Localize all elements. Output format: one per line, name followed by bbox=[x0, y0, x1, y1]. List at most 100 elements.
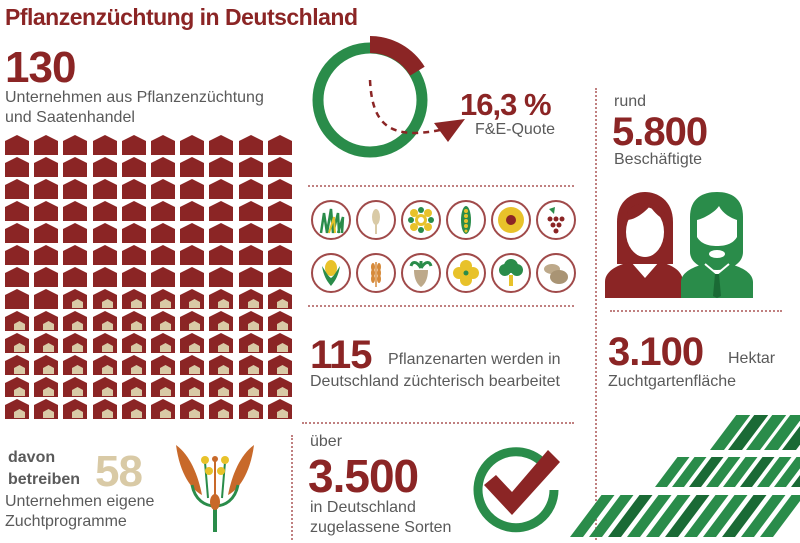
flower-icon bbox=[401, 200, 441, 240]
field-strip bbox=[746, 415, 787, 450]
company-with-program-icon bbox=[180, 289, 205, 309]
company-house-icon bbox=[63, 223, 88, 243]
company-with-program-icon bbox=[238, 311, 263, 331]
field-strip bbox=[627, 495, 672, 537]
company-house-icon bbox=[92, 267, 117, 287]
company-house-icon bbox=[267, 135, 292, 155]
company-with-program-icon bbox=[238, 333, 263, 353]
company-with-program-icon bbox=[209, 355, 234, 375]
company-with-program-icon bbox=[5, 377, 29, 397]
company-with-program-icon bbox=[63, 399, 88, 419]
area-label: Zuchtgartenfläche bbox=[608, 373, 737, 390]
company-house-icon bbox=[5, 201, 29, 221]
company-house-icon bbox=[34, 157, 59, 177]
breeding-field-icon bbox=[570, 415, 800, 537]
company-house-icon bbox=[238, 179, 263, 199]
company-with-program-icon bbox=[63, 289, 88, 309]
divider bbox=[291, 435, 293, 540]
field-strip bbox=[741, 495, 786, 537]
employees-number: 5.800 bbox=[612, 110, 708, 154]
company-house-icon bbox=[63, 179, 88, 199]
species-line1: Pflanzenarten werden in bbox=[388, 351, 561, 368]
company-house-icon bbox=[180, 157, 205, 177]
divider bbox=[595, 88, 597, 540]
company-with-program-icon bbox=[121, 399, 146, 419]
field-strip bbox=[782, 426, 800, 450]
company-with-program-icon bbox=[267, 289, 292, 309]
potato-icon bbox=[536, 253, 576, 293]
pea-pod-icon bbox=[446, 200, 486, 240]
company-house-grid bbox=[5, 135, 295, 425]
company-house-icon bbox=[151, 135, 175, 155]
company-house-icon bbox=[267, 157, 292, 177]
company-with-program-icon bbox=[267, 377, 292, 397]
company-house-icon bbox=[238, 157, 263, 177]
company-house-icon bbox=[92, 135, 117, 155]
flower-anatomy-icon bbox=[176, 445, 254, 532]
company-house-icon bbox=[238, 135, 263, 155]
varieties-number: 3.500 bbox=[308, 450, 419, 502]
company-with-program-icon bbox=[34, 333, 59, 353]
company-house-icon bbox=[34, 267, 59, 287]
company-house-icon bbox=[267, 201, 292, 221]
company-with-program-icon bbox=[151, 377, 175, 397]
company-house-icon bbox=[151, 201, 175, 221]
company-with-program-icon bbox=[267, 333, 292, 353]
field-strip bbox=[589, 495, 634, 537]
company-with-program-icon bbox=[121, 289, 146, 309]
company-house-icon bbox=[5, 135, 29, 155]
company-house-icon bbox=[209, 135, 234, 155]
company-house-icon bbox=[209, 157, 234, 177]
programs-prefix1: davon bbox=[8, 449, 56, 466]
programs-line2: Zuchtprogramme bbox=[5, 513, 127, 530]
company-with-program-icon bbox=[180, 333, 205, 353]
company-house-icon bbox=[5, 157, 29, 177]
grass-icon bbox=[311, 200, 351, 240]
company-house-icon bbox=[180, 179, 205, 199]
company-with-program-icon bbox=[34, 355, 59, 375]
programs-prefix2: betreiben bbox=[8, 471, 81, 488]
company-with-program-icon bbox=[92, 399, 117, 419]
field-strip bbox=[740, 457, 775, 487]
programs-number: 58 bbox=[95, 447, 143, 496]
company-with-program-icon bbox=[209, 377, 234, 397]
company-with-program-icon bbox=[151, 311, 175, 331]
company-house-icon bbox=[34, 289, 59, 309]
company-house-icon bbox=[267, 179, 292, 199]
species-number: 115 bbox=[310, 333, 373, 377]
company-house-icon bbox=[121, 245, 146, 265]
company-with-program-icon bbox=[238, 399, 263, 419]
company-with-program-icon bbox=[34, 377, 59, 397]
field-strip bbox=[684, 495, 729, 537]
rnd-label: F&E-Quote bbox=[475, 121, 556, 138]
company-with-program-icon bbox=[209, 333, 234, 353]
field-strip bbox=[655, 457, 690, 487]
varieties-line1: in Deutschland bbox=[310, 499, 416, 516]
woman-icon bbox=[605, 192, 683, 298]
company-house-icon bbox=[34, 245, 59, 265]
company-house-icon bbox=[267, 245, 292, 265]
company-house-icon bbox=[92, 245, 117, 265]
man-icon bbox=[681, 192, 753, 298]
company-with-program-icon bbox=[92, 333, 117, 353]
company-with-program-icon bbox=[209, 399, 234, 419]
company-with-program-icon bbox=[34, 311, 59, 331]
company-house-icon bbox=[92, 201, 117, 221]
company-house-icon bbox=[92, 179, 117, 199]
company-house-icon bbox=[34, 201, 59, 221]
page-title: Pflanzenzüchtung in Deutschland bbox=[5, 4, 358, 30]
corn-icon bbox=[311, 253, 351, 293]
company-house-icon bbox=[238, 267, 263, 287]
company-house-icon bbox=[267, 267, 292, 287]
field-strip bbox=[706, 457, 741, 487]
company-house-icon bbox=[151, 267, 175, 287]
company-with-program-icon bbox=[267, 311, 292, 331]
company-with-program-icon bbox=[34, 399, 59, 419]
company-house-icon bbox=[5, 245, 29, 265]
company-house-icon bbox=[121, 135, 146, 155]
arrow-head-icon bbox=[434, 119, 465, 142]
area-number: 3.100 bbox=[608, 330, 704, 374]
people-icon bbox=[605, 192, 753, 298]
field-strip bbox=[764, 415, 800, 450]
company-house-icon bbox=[5, 179, 29, 199]
